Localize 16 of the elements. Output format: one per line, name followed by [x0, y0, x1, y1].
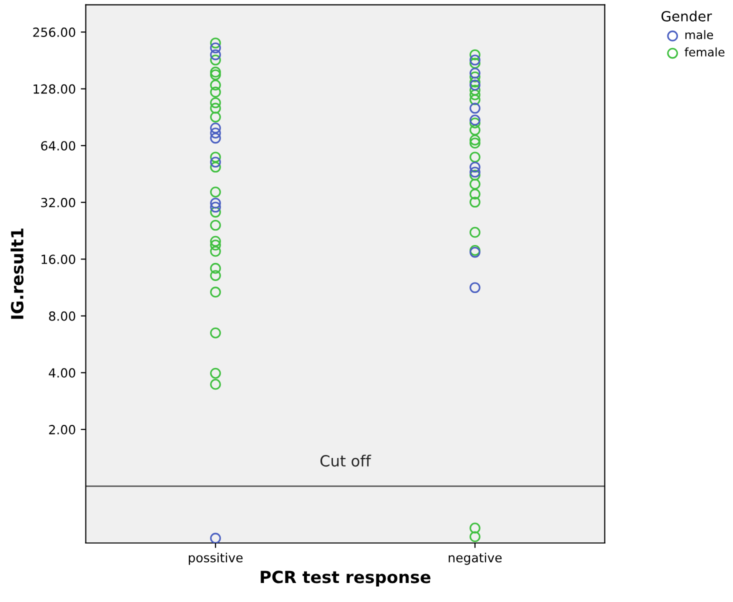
x-tick-label: possitive	[188, 552, 243, 565]
y-tick-label: 8.00	[49, 311, 76, 321]
y-tick-label: 128.00	[34, 84, 76, 94]
y-tick-label: 64.00	[41, 141, 76, 151]
legend-title: Gender	[662, 10, 712, 22]
legend-label: male	[685, 30, 714, 40]
y-tick-label: 256.00	[33, 28, 76, 37]
y-tick-label: 2.00	[49, 424, 76, 434]
y-tick-label: 16.00	[42, 254, 76, 264]
x-tick-label: negative	[448, 552, 502, 565]
x-axis-title: PCR test response	[260, 570, 430, 587]
y-tick-label: 4.00	[48, 368, 76, 378]
ref-line-label: Cut off	[320, 454, 372, 467]
y-tick-label: 32.00	[41, 198, 76, 208]
legend-label: female	[684, 47, 724, 57]
y-axis-title: IG.result1	[10, 228, 24, 319]
